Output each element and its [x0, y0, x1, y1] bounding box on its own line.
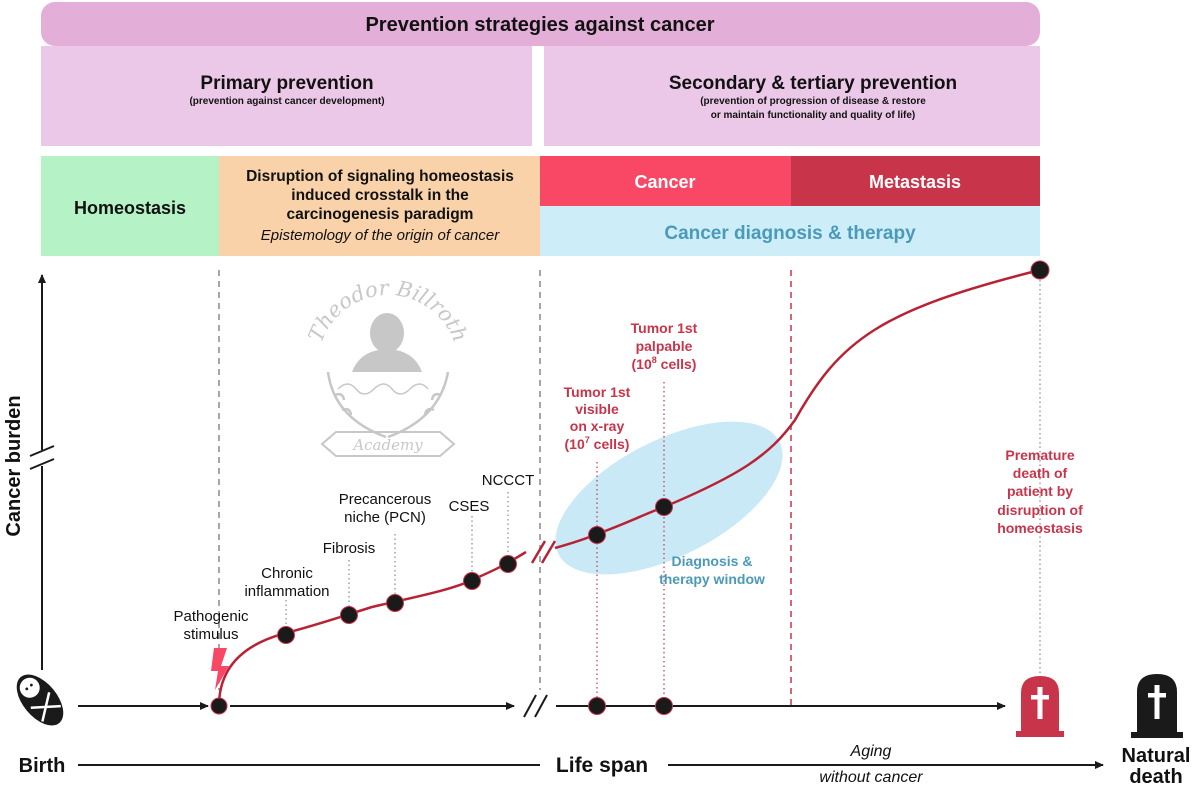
dot-ncccT: [499, 555, 517, 573]
homeostasis-box: [41, 156, 219, 256]
natural-death-tombstone-icon: [1131, 674, 1183, 738]
timeline-break-1: [523, 694, 537, 718]
homeostasis-label: Homeostasis: [74, 198, 186, 218]
window-label-2: therapy window: [659, 571, 765, 587]
disruption-label-2: induced crosstalk in the: [291, 187, 469, 204]
secondary-prevention-subtitle-2: or maintain functionality and quality of…: [711, 110, 915, 121]
event-labels: Pathogenic stimulus Chronic inflammation…: [173, 472, 534, 643]
disruption-label-4: Epistemology of the origin of cancer: [261, 227, 500, 244]
palpable-label-3: (108 cells): [632, 355, 697, 372]
dot-palpable: [655, 498, 673, 516]
metastasis-box: [791, 156, 1040, 206]
premature-label-5: homeostasis: [997, 520, 1083, 536]
dot-cses: [463, 572, 481, 590]
xray-label-4: (107 cells): [565, 435, 630, 452]
lifespan-label: Life span: [556, 754, 648, 777]
y-axis-break-2: [29, 458, 55, 470]
secondary-prevention-title: Secondary & tertiary prevention: [669, 73, 957, 94]
tumor-labels: Tumor 1st visible on x-ray (107 cells) T…: [564, 320, 1083, 536]
disruption-label-3: carcinogenesis paradigm: [287, 206, 474, 223]
baby-icon: [16, 674, 64, 726]
fibrosis-label: Fibrosis: [323, 540, 376, 557]
primary-prevention-panel: [41, 46, 532, 146]
diagnosis-band: [540, 206, 1040, 256]
lightning-icon: [211, 648, 229, 690]
dot-timeline-palpable: [655, 697, 673, 715]
ncccT-label: NCCCT: [482, 472, 535, 489]
watermark-academy: Academy: [351, 436, 423, 454]
secondary-prevention-panel: [544, 46, 1040, 146]
curve-break-2: [540, 540, 557, 564]
aging-label-1: Aging: [850, 743, 892, 760]
dot-fibrosis: [340, 606, 358, 624]
xray-label-3: on x-ray: [570, 418, 625, 434]
tumor-leader-lines: [596, 382, 665, 706]
pcn-label-2: niche (PCN): [344, 509, 426, 526]
prevention-header: Prevention strategies against cancer Pri…: [41, 2, 1040, 146]
dot-pcn: [386, 594, 404, 612]
dot-top: [1030, 260, 1050, 280]
chronic-label-1: Chronic: [261, 565, 313, 582]
primary-prevention-subtitle: (prevention against cancer development): [189, 96, 384, 107]
diagnosis-window-ellipse: [555, 421, 783, 575]
premature-tombstone-icon: [1016, 676, 1064, 737]
event-dots: [210, 260, 1050, 715]
portrait-icon: [352, 313, 422, 372]
premature-label-4: disruption of: [997, 502, 1083, 518]
dot-timeline-xray: [588, 697, 606, 715]
secondary-prevention-subtitle-1: (prevention of progression of disease & …: [700, 96, 926, 107]
timeline-break-2: [534, 694, 548, 718]
xray-label-2: visible: [575, 401, 619, 417]
palpable-label-2: palpable: [636, 338, 693, 354]
stage-boxes: Homeostasis Disruption of signaling home…: [41, 156, 1040, 256]
pathogenic-label-2: stimulus: [183, 626, 238, 643]
pcn-label-1: Precancerous: [339, 491, 432, 508]
disruption-box: [219, 156, 540, 256]
chronic-label-2: inflammation: [244, 583, 329, 600]
palpable-label-1: Tumor 1st: [631, 320, 698, 336]
diagnosis-label: Cancer diagnosis & therapy: [664, 223, 916, 244]
dot-xray: [588, 526, 606, 544]
pathogenic-label-1: Pathogenic: [173, 608, 249, 625]
dot-pathogenic: [210, 697, 228, 715]
premature-label-2: death of: [1013, 465, 1068, 481]
window-label-1: Diagnosis &: [672, 553, 753, 569]
y-axis-break-1: [29, 445, 55, 457]
premature-label-3: patient by: [1007, 483, 1073, 499]
metastasis-label: Metastasis: [869, 172, 961, 192]
natural-death-label-2: death: [1129, 766, 1182, 788]
billroth-watermark: Theodor Billroth Academy: [304, 276, 472, 457]
cancer-box: [540, 156, 791, 206]
stage-dividers: [218, 270, 792, 705]
disruption-label-1: Disruption of signaling homeostasis: [246, 168, 514, 185]
signature-icon: [337, 383, 429, 395]
aging-label-2: without cancer: [819, 769, 923, 786]
cancer-label: Cancer: [634, 172, 695, 192]
natural-death-label-1: Natural: [1122, 745, 1191, 767]
birth-label: Birth: [19, 755, 66, 777]
window-label: Diagnosis & therapy window: [659, 553, 765, 587]
primary-prevention-title: Primary prevention: [200, 73, 373, 94]
laurel-icon: [326, 371, 450, 439]
premature-label-1: Premature: [1005, 447, 1074, 463]
y-axis-label: Cancer burden: [3, 395, 25, 536]
top-banner: [41, 2, 1040, 46]
bottom-labels: Birth Life span Aging without cancer Nat…: [19, 743, 1191, 788]
header-title: Prevention strategies against cancer: [365, 14, 714, 36]
dot-chronic: [277, 626, 295, 644]
cses-label: CSES: [449, 498, 490, 515]
axes: Cancer burden: [3, 274, 1104, 769]
ribbon-icon: [320, 431, 456, 457]
xray-label-1: Tumor 1st: [564, 384, 631, 400]
curve-break-1: [530, 540, 547, 564]
